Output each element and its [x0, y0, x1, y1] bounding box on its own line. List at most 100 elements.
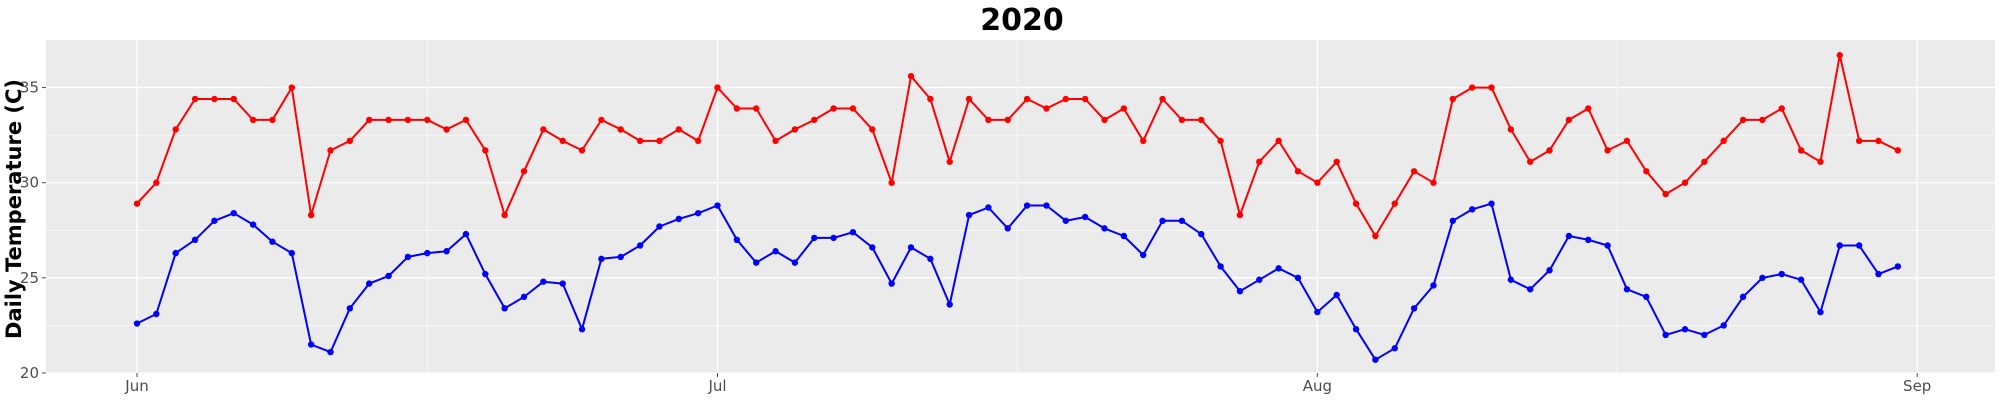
data-point	[133, 200, 141, 207]
data-point	[1217, 137, 1224, 145]
data-point	[559, 137, 566, 145]
data-point	[985, 204, 992, 211]
data-point	[191, 95, 199, 103]
data-point	[366, 280, 373, 287]
data-point	[1023, 95, 1031, 103]
data-point	[1585, 236, 1592, 243]
data-point	[1701, 331, 1708, 339]
data-point	[888, 280, 895, 287]
data-point	[424, 249, 431, 257]
data-point	[1043, 105, 1050, 112]
data-point	[1275, 137, 1282, 145]
data-point	[366, 116, 373, 124]
x-tick-label: Aug	[1303, 377, 1332, 395]
data-point	[656, 137, 663, 145]
data-point	[714, 202, 721, 209]
data-point	[927, 255, 934, 263]
data-point	[1701, 158, 1708, 165]
data-point	[1159, 217, 1166, 224]
data-point	[269, 116, 276, 124]
data-point	[1256, 276, 1263, 283]
data-point	[559, 280, 566, 287]
data-point	[636, 242, 644, 249]
data-point	[1391, 200, 1398, 207]
data-point	[1797, 276, 1805, 283]
data-point	[617, 253, 624, 261]
data-point	[965, 211, 973, 219]
data-point	[1372, 232, 1379, 240]
data-point	[1101, 116, 1108, 124]
data-point	[1817, 158, 1824, 165]
data-point	[985, 116, 992, 124]
data-point	[791, 259, 799, 266]
data-point	[1527, 158, 1534, 165]
data-point	[1043, 202, 1050, 209]
data-point	[946, 301, 953, 308]
data-point	[1468, 84, 1476, 91]
data-point	[791, 126, 799, 133]
data-point	[869, 126, 876, 133]
data-point	[443, 126, 450, 133]
data-point	[501, 305, 508, 312]
data-point	[520, 168, 528, 175]
data-point	[656, 223, 663, 230]
data-point	[830, 105, 837, 112]
data-point	[1720, 137, 1727, 145]
data-point	[1643, 293, 1650, 301]
data-point	[1410, 305, 1418, 312]
data-point	[1681, 326, 1689, 333]
data-point	[1759, 116, 1766, 124]
data-point	[1507, 126, 1515, 133]
data-point	[1739, 293, 1747, 301]
data-point	[385, 272, 392, 280]
data-point	[675, 215, 682, 223]
data-point	[1004, 116, 1011, 124]
data-point	[404, 253, 412, 261]
x-tick-label: Jul	[707, 377, 726, 395]
data-point	[307, 341, 315, 348]
data-point	[1546, 267, 1553, 274]
data-point	[1507, 276, 1515, 283]
data-point	[694, 137, 702, 145]
data-point	[1894, 147, 1902, 154]
data-point	[1875, 270, 1882, 278]
data-point	[907, 244, 915, 251]
data-point	[714, 84, 721, 91]
data-point	[1062, 217, 1070, 224]
data-point	[172, 249, 179, 257]
data-point	[733, 236, 741, 243]
data-point	[1101, 225, 1108, 232]
data-point	[1314, 308, 1321, 316]
data-point	[191, 236, 199, 243]
data-point	[230, 95, 237, 103]
data-point	[1836, 242, 1844, 249]
x-tick-label: Jun	[124, 377, 148, 395]
data-point	[636, 137, 644, 145]
y-tick-label: 25	[20, 269, 39, 287]
data-point	[1565, 116, 1573, 124]
data-point	[907, 72, 915, 80]
data-point	[1855, 137, 1863, 145]
data-point	[520, 293, 528, 301]
y-axis-label: Daily Temperature (C)	[2, 79, 26, 339]
x-axis: Jun Jul Aug Sep	[124, 373, 1931, 395]
data-point	[1875, 137, 1882, 145]
data-point	[288, 84, 295, 91]
data-point	[153, 179, 160, 186]
data-point	[540, 278, 547, 285]
data-point	[1275, 265, 1282, 272]
data-point	[1720, 322, 1727, 329]
data-point	[327, 147, 334, 154]
data-point	[1004, 225, 1011, 232]
data-point	[1391, 345, 1398, 352]
data-point	[1294, 274, 1302, 282]
data-point	[1623, 137, 1631, 145]
data-point	[404, 116, 412, 124]
data-point	[1159, 95, 1166, 103]
data-point	[1585, 105, 1592, 112]
data-point	[1662, 190, 1669, 198]
data-point	[1178, 116, 1186, 124]
data-point	[1120, 232, 1128, 240]
series-2	[133, 200, 1902, 363]
